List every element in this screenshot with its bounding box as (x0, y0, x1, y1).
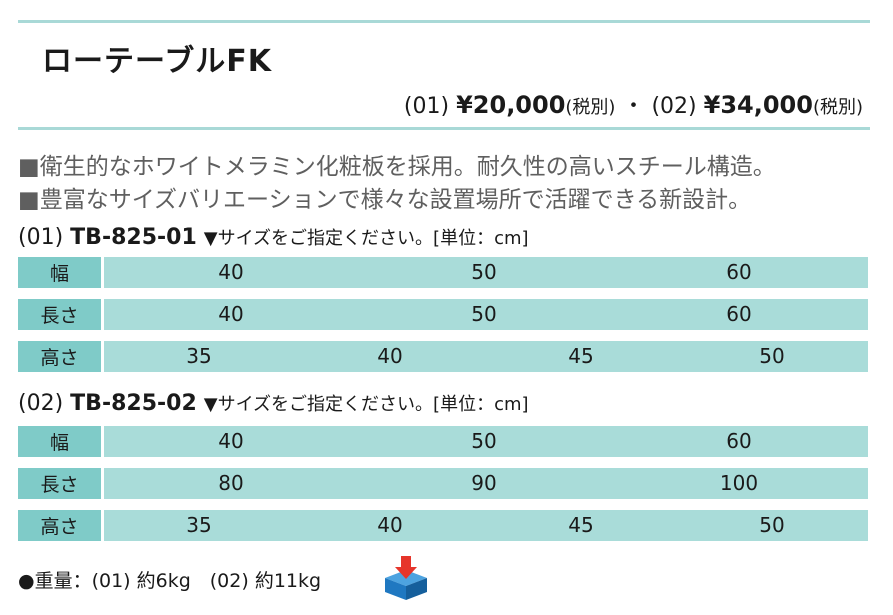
size-option[interactable]: 45 (568, 344, 594, 368)
row-label: 長さ (18, 468, 101, 499)
size-option[interactable]: 90 (471, 471, 497, 495)
size-option[interactable]: 60 (726, 302, 752, 326)
size-option[interactable]: 40 (377, 513, 403, 537)
size-option[interactable]: 50 (759, 513, 785, 537)
row-values: 40 50 60 (104, 299, 868, 330)
price-02-code: (02) (651, 94, 697, 119)
model-01-row-height: 高さ 35 40 45 50 (18, 341, 868, 372)
size-option[interactable]: 35 (186, 513, 212, 537)
size-option[interactable]: 80 (218, 471, 244, 495)
model-01-row-length: 長さ 40 50 60 (18, 299, 868, 330)
feature-text-1: ■衛生的なホワイトメラミン化粧板を採用。耐久性の高いスチール構造。 (18, 154, 776, 180)
size-option[interactable]: 60 (726, 429, 752, 453)
size-option[interactable]: 50 (471, 429, 497, 453)
model-02-row-width: 幅 40 50 60 (18, 426, 868, 457)
model-01-prefix: (01) (18, 225, 64, 250)
row-label: 長さ (18, 299, 101, 330)
size-option[interactable]: 45 (568, 513, 594, 537)
size-option[interactable]: 40 (218, 302, 244, 326)
size-option[interactable]: 40 (218, 260, 244, 284)
weight-info: ●重量：(01) 約6kg (02) 約11kg (18, 570, 322, 592)
model-02-row-length: 長さ 80 90 100 (18, 468, 868, 499)
model-02-note: ▼サイズをご指定ください。[単位：cm] (203, 394, 529, 415)
price-01-tax: (税別) (565, 97, 616, 118)
size-option[interactable]: 40 (218, 429, 244, 453)
model-02-heading: (02) TB-825-02 ▼サイズをご指定ください。[単位：cm] (18, 390, 529, 416)
price-01-amount: ¥20,000 (456, 91, 566, 119)
model-01-heading: (01) TB-825-01 ▼サイズをご指定ください。[単位：cm] (18, 224, 529, 250)
row-label: 高さ (18, 341, 101, 372)
delivery-box-icon (383, 556, 429, 604)
product-title: ローテーブルFK (42, 44, 272, 79)
model-01-note: ▼サイズをご指定ください。[単位：cm] (203, 228, 529, 249)
size-option[interactable]: 60 (726, 260, 752, 284)
row-label: 幅 (18, 257, 101, 288)
row-values: 35 40 45 50 (104, 510, 868, 541)
mid-divider (18, 127, 870, 130)
price-01-code: (01) (403, 94, 450, 119)
model-01-row-width: 幅 40 50 60 (18, 257, 868, 288)
size-option[interactable]: 50 (471, 302, 497, 326)
size-option[interactable]: 40 (377, 344, 403, 368)
model-02-prefix: (02) (18, 391, 64, 416)
row-label: 幅 (18, 426, 101, 457)
price-02-amount: ¥34,000 (703, 91, 813, 119)
model-02-row-height: 高さ 35 40 45 50 (18, 510, 868, 541)
feature-text-2: ■豊富なサイズバリエーションで様々な設置場所で活躍できる新設計。 (18, 187, 752, 213)
price-02-tax: (税別) (812, 97, 863, 118)
model-01-code: TB-825-01 (70, 225, 197, 250)
size-option[interactable]: 50 (471, 260, 497, 284)
size-option[interactable]: 100 (719, 471, 759, 495)
price-separator: ・ (622, 94, 645, 119)
row-values: 80 90 100 (104, 468, 868, 499)
top-divider (18, 20, 870, 23)
price-line: (01) ¥20,000(税別) ・ (02) ¥34,000(税別) (404, 88, 863, 120)
row-values: 40 50 60 (104, 426, 868, 457)
model-02-code: TB-825-02 (70, 391, 197, 416)
row-values: 35 40 45 50 (104, 341, 868, 372)
size-option[interactable]: 35 (186, 344, 212, 368)
row-label: 高さ (18, 510, 101, 541)
size-option[interactable]: 50 (759, 344, 785, 368)
row-values: 40 50 60 (104, 257, 868, 288)
